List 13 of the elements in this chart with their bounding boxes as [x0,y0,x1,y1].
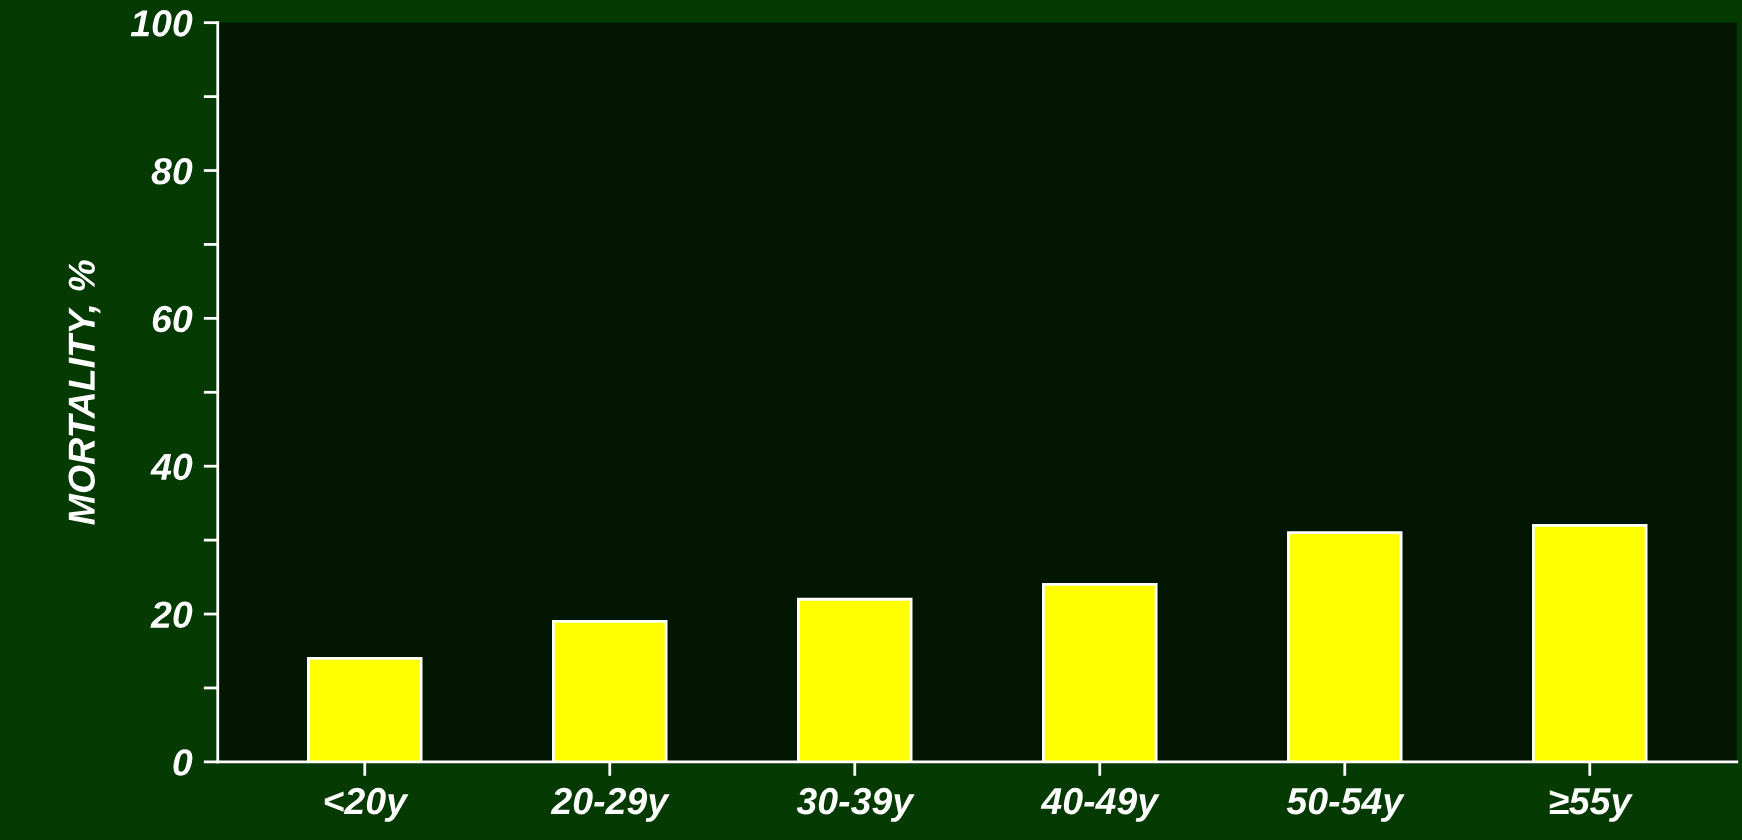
y-tick-label: 60 [152,305,193,333]
x-tick-label: 30-39y [796,787,915,822]
y-tick-label: 80 [151,157,193,185]
y-tick-label: 100 [130,10,193,37]
y-tick-label: 0 [173,749,193,776]
x-tick-label: ≥55y [1549,788,1633,822]
x-tick-label: 50-54y [1286,787,1405,822]
y-tick-label: 40 [150,453,193,481]
x-tick-label: 20-29y [550,787,670,822]
y-tick-label: 20 [150,601,193,628]
x-tick-label: 40-49y [1040,787,1160,822]
x-tick-label: <20y [324,787,409,822]
y-axis-title: MORTALITY, % [68,260,101,525]
